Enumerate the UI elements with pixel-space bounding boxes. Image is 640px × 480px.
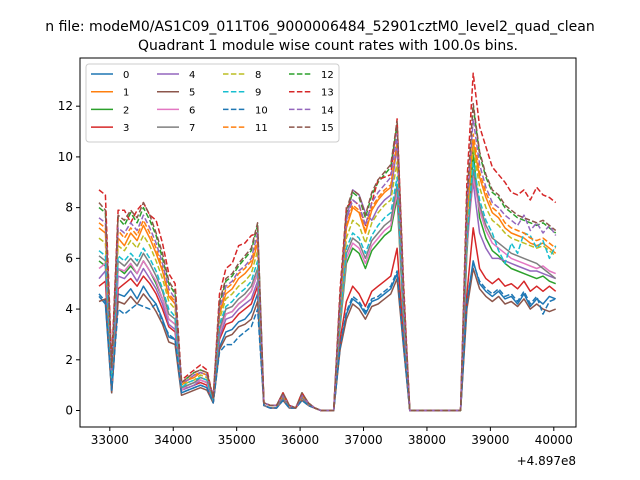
legend-label: 11 — [255, 123, 268, 134]
y-tick-label: 4 — [65, 302, 73, 316]
series-line-10 — [98, 262, 556, 412]
x-axis-offset-label: +4.897e8 — [517, 454, 576, 468]
legend-label: 7 — [189, 123, 195, 134]
x-tick-label: 34000 — [154, 433, 192, 447]
legend-label: 2 — [123, 105, 129, 116]
chart-suptitle: n file: modeM0/AS1C09_011T06_9000006484_… — [45, 19, 594, 35]
x-tick-label: 40000 — [535, 433, 573, 447]
y-tick-label: 10 — [58, 150, 73, 164]
legend-label: 10 — [255, 105, 268, 116]
series-line-8 — [98, 146, 557, 412]
legend-label: 1 — [123, 88, 129, 99]
series-line-15 — [98, 102, 557, 412]
series-line-0 — [98, 260, 556, 412]
legend-label: 8 — [255, 70, 261, 81]
x-axis: 33000 34000 35000 36000 37000 38000 39000 40000 — [91, 427, 573, 447]
x-tick-label: 33000 — [91, 433, 129, 447]
legend-label: 6 — [189, 105, 195, 116]
y-tick-label: 0 — [65, 404, 73, 418]
x-tick-label: 39000 — [471, 433, 509, 447]
legend-frame — [85, 63, 340, 143]
x-tick-label: 35000 — [218, 433, 256, 447]
legend-label: 0 — [123, 70, 129, 81]
legend-label: 15 — [321, 123, 334, 134]
series-layer — [98, 72, 557, 412]
y-tick-label: 12 — [58, 99, 73, 113]
x-tick-label: 37000 — [344, 433, 382, 447]
series-line-14 — [98, 118, 557, 412]
x-tick-label: 38000 — [408, 433, 446, 447]
x-tick-label: 36000 — [281, 433, 319, 447]
y-tick-label: 2 — [65, 353, 73, 367]
legend-label: 12 — [321, 70, 334, 81]
y-axis: 0 2 4 6 8 10 12 — [58, 99, 80, 418]
legend-label: 5 — [189, 88, 195, 99]
y-tick-label: 8 — [65, 201, 73, 215]
legend-label: 9 — [255, 88, 261, 99]
chart-title: Quadrant 1 module wise count rates with … — [138, 38, 518, 54]
y-tick-label: 6 — [65, 251, 73, 265]
legend-label: 4 — [189, 70, 195, 81]
series-line-12 — [98, 105, 557, 412]
legend-label: 13 — [321, 88, 334, 99]
legend-label: 14 — [321, 105, 334, 116]
plot-frame — [79, 57, 577, 428]
legend-label: 3 — [123, 123, 129, 134]
